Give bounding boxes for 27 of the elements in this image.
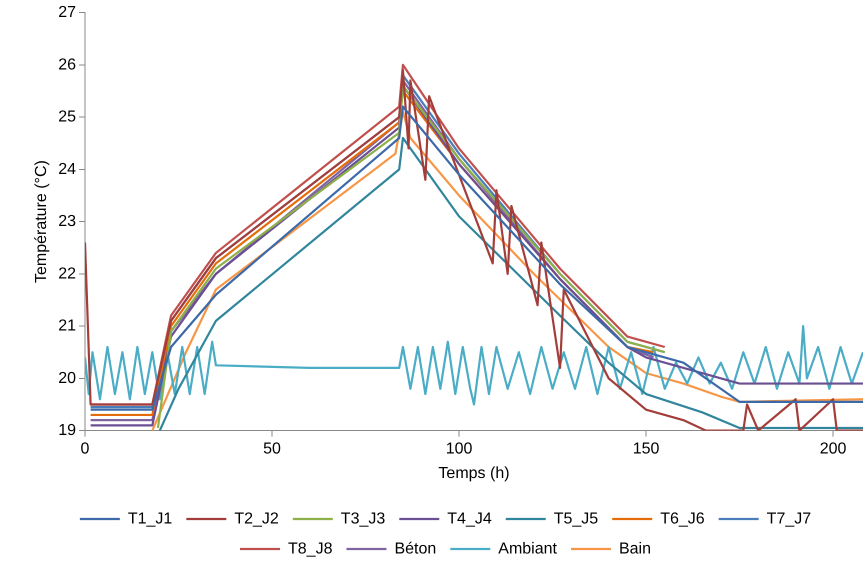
- y-tick-label: 20: [58, 370, 76, 387]
- y-tick-label: 21: [58, 318, 76, 335]
- y-tick-label: 19: [58, 422, 76, 440]
- y-tick-label: 27: [58, 4, 76, 22]
- y-axis-title: Température (°C): [33, 160, 50, 284]
- legend-label: T4_J4: [447, 510, 492, 528]
- legend-label: T5_J5: [554, 510, 598, 528]
- x-tick-label: 0: [80, 440, 90, 458]
- legend-label: Ambiant: [498, 540, 558, 558]
- legend-label: T2_J2: [234, 510, 279, 528]
- x-tick-label: 100: [446, 440, 472, 458]
- x-axis-title: Temps (h): [438, 464, 510, 482]
- y-tick-label: 25: [58, 108, 76, 126]
- legend-label: Béton: [394, 540, 436, 558]
- legend-label: T3_J3: [340, 510, 386, 528]
- y-tick-label: 26: [58, 56, 76, 74]
- y-tick-label: 22: [58, 265, 76, 282]
- x-tick-label: 150: [632, 440, 660, 458]
- legend-label: Bain: [618, 540, 652, 558]
- legend-label: T8_J8: [288, 540, 333, 558]
- x-tick-label: 50: [263, 440, 282, 458]
- legend-label: T7_J7: [766, 510, 812, 528]
- y-tick-label: 23: [58, 213, 76, 230]
- legend-label: T6_J6: [660, 510, 705, 528]
- x-tick-label: 200: [820, 440, 847, 458]
- legend-label: T1_J1: [128, 510, 172, 528]
- y-tick-label: 24: [58, 160, 76, 178]
